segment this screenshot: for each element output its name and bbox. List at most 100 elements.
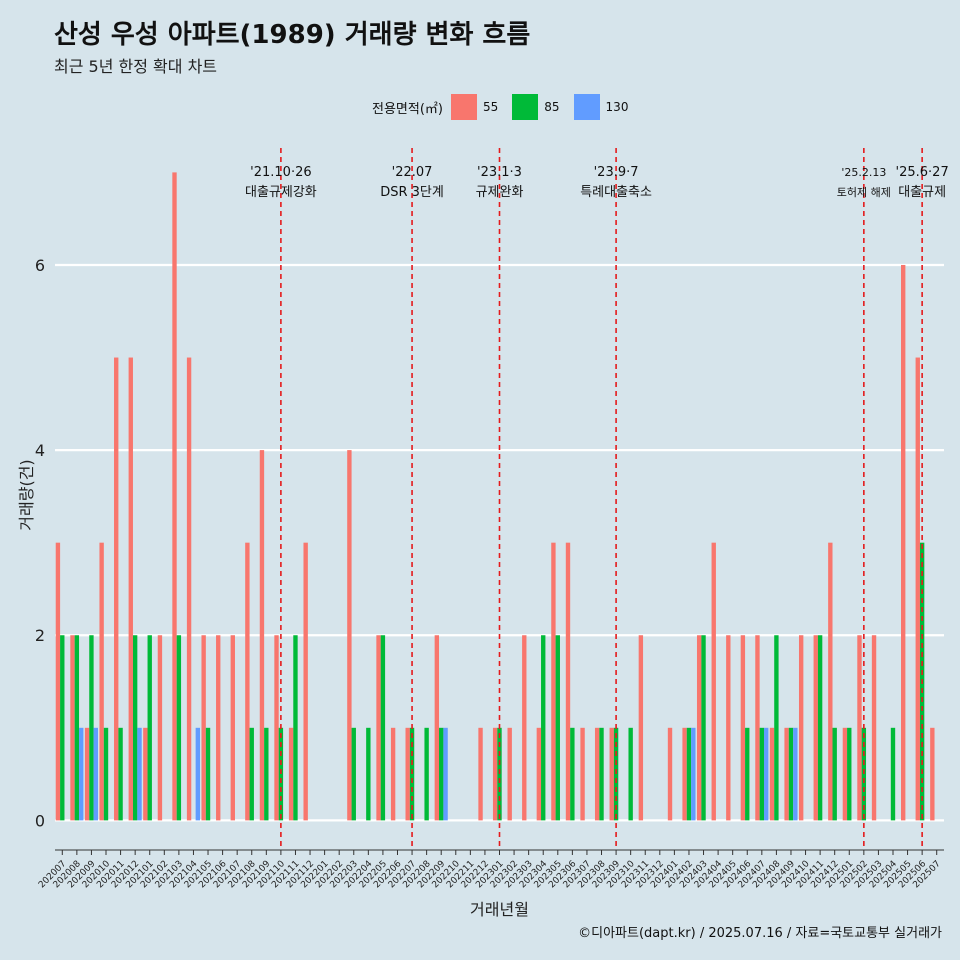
- chart-subtitle: 최근 5년 한정 확대 차트: [54, 57, 218, 76]
- bar-202412-85: [832, 727, 837, 821]
- legend-label-130: 130: [605, 100, 629, 114]
- annotation-date-202301: '23.1·3: [477, 165, 522, 180]
- bar-202403-55: [696, 635, 702, 821]
- bar-202409-55: [784, 727, 789, 821]
- bar-202408-85: [774, 635, 779, 821]
- bar-202111-55: [288, 727, 294, 821]
- legend-key-55: [450, 94, 477, 120]
- bar-202303-55: [522, 635, 527, 821]
- bar-202108-85: [249, 727, 254, 821]
- y-tick-label-2: 2: [35, 626, 45, 645]
- bar-202008-130: [79, 727, 84, 821]
- bar-202407-130: [764, 727, 769, 821]
- bar-202106-55: [216, 635, 221, 821]
- bar-202309-85: [613, 727, 619, 821]
- y-axis-label: 거래량(건): [17, 459, 36, 530]
- bar-202505-55: [901, 264, 906, 821]
- bar-202207-85: [409, 727, 415, 821]
- legend-key-85: [512, 94, 539, 120]
- bar-202104-55: [186, 357, 192, 821]
- annotation-date-202502: '25.2.13: [841, 166, 886, 179]
- bar-202010-55: [99, 542, 104, 821]
- bar-202007-85: [60, 635, 65, 821]
- bar-202008-85: [74, 635, 80, 821]
- bar-202502-85: [861, 727, 867, 821]
- chart-title: 산성 우성 아파트(1989) 거래량 변화 흐름: [54, 20, 531, 50]
- bar-202112-55: [303, 542, 308, 821]
- bar-202102-55: [157, 635, 163, 821]
- bar-202105-55: [201, 635, 206, 821]
- bar-202204-85: [366, 727, 371, 821]
- annotation-date-202110: '21.10·26: [250, 165, 311, 180]
- x-axis-label: 거래년월: [470, 900, 529, 919]
- bar-202203-55: [347, 450, 352, 821]
- y-tick-label-0: 0: [35, 811, 45, 830]
- bar-202503-55: [871, 635, 877, 821]
- bar-202308-55: [594, 727, 600, 821]
- bar-202206-55: [390, 727, 396, 821]
- bar-202403-85: [701, 635, 706, 821]
- bar-202301-55: [492, 727, 498, 821]
- bar-202407-85: [759, 727, 765, 821]
- bar-202308-85: [599, 727, 604, 821]
- legend: 전용면적(㎡) 55 85 130: [372, 93, 642, 121]
- bar-202203-85: [351, 727, 356, 821]
- bar-202405-55: [726, 635, 731, 821]
- bar-202101-85: [147, 635, 152, 821]
- bar-202507-55: [930, 727, 935, 821]
- bar-202012-55: [128, 357, 133, 821]
- bar-202310-85: [628, 727, 633, 821]
- annotation-text-202110: 대출규제강화: [245, 185, 317, 200]
- bar-202008-55: [70, 635, 75, 821]
- bar-202109-55: [259, 450, 265, 821]
- bar-202108-55: [245, 542, 250, 821]
- annotation-date-202309: '23.9·7: [594, 165, 639, 180]
- bar-202406-55: [740, 635, 746, 821]
- bar-202011-85: [118, 727, 123, 821]
- annotation-date-202207: '22.07: [392, 165, 433, 180]
- bar-202402-130: [691, 727, 696, 821]
- bar-202502-55: [857, 635, 862, 821]
- bar-202409-85: [788, 727, 794, 821]
- bar-202110-55: [274, 635, 279, 821]
- bar-202411-85: [817, 635, 823, 821]
- legend-key-130: [573, 94, 600, 120]
- bar-202409-130: [793, 727, 798, 821]
- bar-202209-85: [439, 727, 444, 821]
- bar-202305-85: [555, 635, 560, 821]
- legend-label-85: 85: [544, 100, 560, 114]
- bar-202009-85: [89, 635, 94, 821]
- source-caption: ©디아파트(dapt.kr) / 2025.07.16 / 자료=국토교통부 실…: [578, 926, 942, 941]
- annotation-date-202506: '25.6·27: [896, 165, 949, 180]
- annotation-text-202207: DSR 3단계: [380, 185, 444, 200]
- bar-202103-55: [172, 172, 177, 821]
- bar-202402-55: [682, 727, 687, 821]
- annotation-text-202502: 토허제 해제: [837, 185, 891, 199]
- bar-202311-55: [638, 635, 644, 821]
- bar-202301-85: [497, 727, 502, 821]
- bar-202205-55: [376, 635, 381, 821]
- bar-202307-55: [580, 727, 585, 821]
- y-tick-label-6: 6: [35, 256, 45, 275]
- bar-202010-85: [103, 727, 109, 821]
- bar-202012-85: [132, 635, 138, 821]
- bar-202103-85: [176, 635, 182, 821]
- bar-202101-55: [143, 727, 148, 821]
- bar-202401-55: [667, 727, 673, 821]
- bar-202501-55: [842, 727, 848, 821]
- bar-202212-55: [478, 727, 483, 821]
- bar-202304-85: [541, 635, 546, 821]
- annotation-text-202301: 규제완화: [476, 185, 524, 200]
- bar-202207-55: [405, 727, 410, 821]
- bar-202111-85: [293, 635, 298, 821]
- bar-202506-55: [915, 357, 920, 821]
- bar-202501-85: [847, 727, 852, 821]
- legend-title: 전용면적(㎡): [372, 101, 443, 117]
- bar-202104-130: [195, 727, 201, 821]
- bar-202209-130: [443, 727, 448, 821]
- bar-202408-55: [769, 727, 775, 821]
- y-tick-label-4: 4: [35, 441, 45, 460]
- bar-202412-55: [828, 542, 833, 821]
- bar-202110-85: [278, 727, 284, 821]
- bar-202107-55: [230, 635, 235, 821]
